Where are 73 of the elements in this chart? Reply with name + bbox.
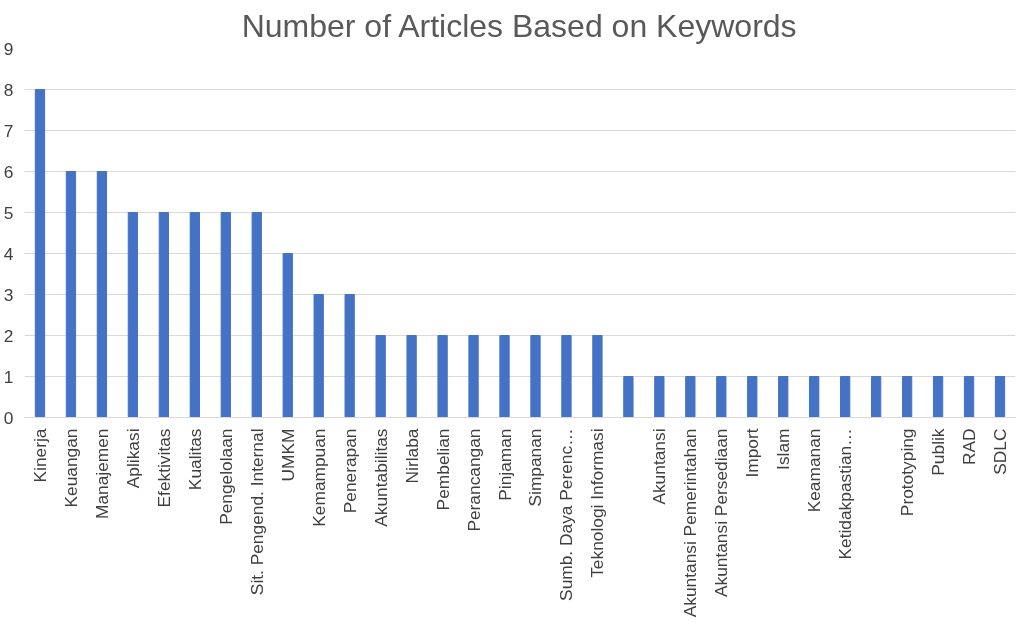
y-tick-label: 7 [3,120,14,141]
x-tick-label: Pengelolaan [215,428,236,525]
y-tick-label: 9 [3,38,14,59]
bar [127,212,139,418]
y-tick-label: 3 [3,284,14,305]
x-tick-label: Akuntansi [649,428,670,505]
x-tick-label: Efektivitas [153,428,174,508]
x-tick-label: Aplikasi [122,428,143,489]
y-tick-label: 4 [3,243,14,264]
x-tick-label: Teknologi Informasi [587,428,608,578]
x-tick-label: Import [742,428,763,478]
x-tick-label: Simpanan [525,428,546,507]
bar [220,212,231,418]
bar [530,335,541,418]
bar [809,376,820,418]
bar [282,253,293,418]
x-tick-label: Keamanan [804,428,825,513]
bar [963,376,975,418]
bar [34,89,46,418]
y-tick-label: 2 [3,325,14,346]
x-tick-label: Akuntansi Pemerintahan [680,428,701,618]
chart-title: Number of Articles Based on Keywords [241,7,797,44]
bar [499,335,510,418]
x-tick-label: Perancangan [463,428,484,532]
bar [901,376,913,418]
bar [189,212,200,418]
bar [840,376,851,418]
x-tick-label: Kemampuan [308,428,329,527]
x-tick-label: SDLC [990,428,1011,475]
x-tick-label: Islam [773,428,794,470]
x-tick-label: Kualitas [184,428,205,491]
bar [685,376,696,418]
x-tick-label: Akuntabilitas [370,428,391,527]
x-tick-label: Publik [928,428,949,476]
bar [344,294,355,418]
y-tick-label: 1 [3,366,14,387]
bar [654,376,665,418]
x-tick-label: Pinjaman [494,428,515,501]
bar [96,171,108,418]
x-tick-label: Prototyping [897,428,918,517]
bar [716,376,727,418]
x-tick-label: Nirlaba [401,428,422,484]
x-tick-label: Kinerja [29,428,50,483]
x-tick-label: Sumb. Daya Perenc… [556,428,577,601]
y-tick-label: 0 [3,407,14,428]
x-tick-label: Penerapan [339,428,360,514]
bar [313,294,324,418]
y-tick-label: 6 [3,161,14,182]
bar [406,335,417,418]
bar [251,212,262,418]
x-tick-label: Manajemen [91,428,112,520]
bar [994,376,1006,418]
bar [747,376,758,418]
bar [778,376,789,418]
bar [437,335,448,418]
x-tick-label: Keuangan [60,428,81,508]
x-tick-label: Akuntansi Persediaan [711,428,732,598]
bar [592,335,603,418]
bar [468,335,479,418]
x-tick-label: Ketidakpastian… [835,428,856,560]
bar [375,335,386,418]
bar [623,376,634,418]
x-tick-label: RAD [959,428,980,466]
bar [65,171,77,418]
y-tick-label: 5 [3,202,14,223]
x-tick-label: Sit. Pengend. Internal [246,428,267,596]
x-tick-label: UMKM [277,428,298,482]
bar [871,376,882,418]
bar [932,376,944,418]
bar [158,212,169,418]
y-tick-label: 8 [3,79,14,100]
bar [561,335,572,418]
x-tick-label: Pembelian [432,428,453,511]
